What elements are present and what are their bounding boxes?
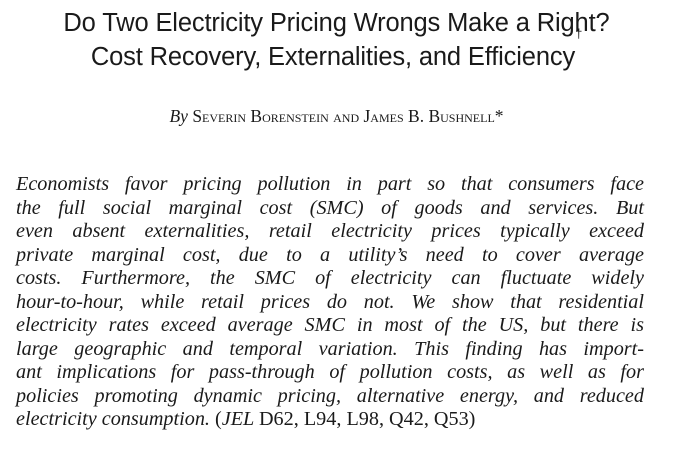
abstract: Economists favor pricing pollution in pa… — [16, 173, 644, 432]
dagger-footnote-mark: † — [575, 26, 583, 41]
author-byline: By Severin Borenstein and James B. Bushn… — [0, 106, 673, 127]
jel-open-paren: ( — [215, 408, 222, 430]
abstract-line: the full social marginal cost (SMC) of g… — [16, 196, 644, 219]
byline-authors: Severin Borenstein and James B. Bushnell… — [192, 106, 504, 126]
jel-codes: D62, L94, L98, Q42, Q53) — [258, 408, 476, 430]
byline-by: By — [169, 106, 188, 126]
abstract-last-line: electricity consumption. (JEL D62, L94, … — [16, 408, 644, 432]
paper-title: Do Two Electricity Pricing Wrongs Make a… — [0, 6, 673, 74]
abstract-line: costs. Furthermore, the SMC of electrici… — [16, 267, 644, 289]
title-line-2: Cost Recovery, Externalities, and Effici… — [0, 27, 673, 74]
abstract-line: large geographic and temporal variation.… — [16, 337, 644, 360]
abstract-line: Economists favor pricing pollution in pa… — [16, 173, 644, 195]
abstract-last-line-text: electricity consumption. — [16, 408, 210, 430]
jel-label: JEL — [221, 408, 254, 430]
abstract-line: policies promoting dynamic pricing, alte… — [16, 384, 644, 407]
abstract-line: hour-to-hour, while retail prices do not… — [16, 290, 644, 313]
abstract-line: even absent externalities, retail electr… — [16, 220, 644, 242]
title-line-1: Do Two Electricity Pricing Wrongs Make a… — [63, 9, 610, 37]
abstract-line: electricity rates exceed average SMC in … — [16, 314, 644, 336]
abstract-line: private marginal cost, due to a utility’… — [16, 243, 644, 266]
title-line-2-text: Cost Recovery, Externalities, and Effici… — [90, 43, 576, 71]
abstract-line: ant implications for pass-through of pol… — [16, 361, 644, 383]
